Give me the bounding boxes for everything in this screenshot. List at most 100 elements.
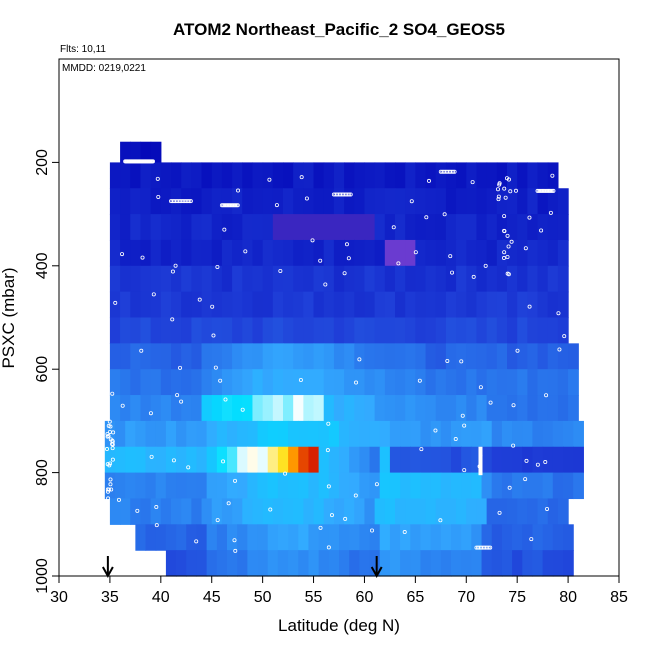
heatmap-cell xyxy=(557,239,569,267)
heatmap-cell xyxy=(476,188,488,215)
heatmap-cell xyxy=(344,343,355,370)
heatmap-cell xyxy=(196,472,208,500)
heatmap-cell xyxy=(196,420,208,448)
track-point xyxy=(178,365,183,370)
track-point xyxy=(556,311,561,316)
heatmap-cell xyxy=(262,265,274,293)
heatmap-cell xyxy=(537,395,549,422)
heatmap-cell xyxy=(283,162,294,189)
heatmap-cell xyxy=(568,343,579,370)
heatmap-cell xyxy=(456,214,467,241)
track-point xyxy=(495,187,500,192)
heatmap-cell xyxy=(237,550,248,577)
heatmap-cell xyxy=(430,550,442,577)
track-point xyxy=(151,292,156,297)
heatmap-cell xyxy=(130,188,142,215)
heatmap-cell xyxy=(461,524,472,551)
heatmap-cell xyxy=(267,446,279,474)
heatmap-cell xyxy=(120,369,131,396)
heatmap-cell xyxy=(415,214,427,241)
heatmap-cell xyxy=(374,317,386,344)
heatmap-cell xyxy=(211,214,223,241)
x-tick-label: 60 xyxy=(356,589,374,606)
heatmap-cell xyxy=(451,550,462,577)
track-point xyxy=(451,169,456,174)
track-point xyxy=(223,203,228,208)
heatmap-cell xyxy=(150,498,162,525)
heatmap-cell xyxy=(456,343,467,370)
heatmap-cell xyxy=(405,317,416,344)
heatmap-cell xyxy=(384,239,396,267)
heatmap-cell xyxy=(354,343,366,370)
heatmap-cell xyxy=(384,265,396,293)
heatmap-cell xyxy=(400,524,411,551)
heatmap-cell xyxy=(384,291,396,319)
heatmap-cell xyxy=(181,162,192,189)
track-point xyxy=(488,545,493,550)
heatmap-cell xyxy=(461,446,472,474)
heatmap-cell xyxy=(476,214,488,241)
heatmap-cell xyxy=(517,498,528,525)
heatmap-cell xyxy=(379,550,391,577)
track-point xyxy=(354,380,359,385)
track-point xyxy=(402,530,407,535)
track-point xyxy=(539,228,544,233)
heatmap-cell xyxy=(267,472,279,500)
x-tick-label: 65 xyxy=(406,589,424,606)
heatmap-cell xyxy=(272,317,284,344)
heatmap-cell xyxy=(512,446,523,474)
track-point xyxy=(537,188,542,193)
heatmap-cell xyxy=(384,162,396,189)
heatmap-cell xyxy=(537,162,549,189)
heatmap-cell xyxy=(277,524,289,551)
heatmap-cell xyxy=(425,214,437,241)
heatmap-cell xyxy=(201,498,213,525)
track-point xyxy=(535,462,540,467)
heatmap-cell xyxy=(176,420,187,448)
heatmap-cell xyxy=(323,343,335,370)
heatmap-cell xyxy=(466,265,478,293)
heatmap-cell xyxy=(221,395,233,422)
heatmap-cell xyxy=(410,524,422,551)
heatmap-cell xyxy=(252,369,264,396)
heatmap-cell xyxy=(415,343,427,370)
track-point xyxy=(505,271,510,276)
heatmap-cell xyxy=(206,472,218,500)
heatmap-cell xyxy=(293,317,304,344)
heatmap-cell xyxy=(201,343,213,370)
track-point xyxy=(108,477,113,482)
track-point xyxy=(374,482,379,487)
heatmap-cell xyxy=(476,317,488,344)
heatmap-cell xyxy=(563,524,574,551)
heatmap-cell xyxy=(262,317,274,344)
heatmap-cell xyxy=(425,498,437,525)
track-point xyxy=(470,180,475,185)
heatmap-cell xyxy=(466,291,478,319)
heatmap-cell xyxy=(440,524,452,551)
heatmap-cell xyxy=(461,420,472,448)
heatmap-cell xyxy=(563,420,574,448)
heatmap-cell xyxy=(120,317,131,344)
heatmap-cell xyxy=(395,498,406,525)
track-point xyxy=(268,507,273,512)
heatmap-cell xyxy=(247,524,259,551)
heatmap-cell xyxy=(435,291,447,319)
y-tick-label: 200 xyxy=(34,149,51,176)
heatmap-cell xyxy=(456,369,467,396)
heatmap-cell xyxy=(237,446,248,474)
heatmap-cell xyxy=(349,472,360,500)
heatmap-cell xyxy=(303,188,315,215)
track-point xyxy=(110,391,115,396)
heatmap-cell xyxy=(120,141,131,169)
heatmap-cell xyxy=(517,239,528,267)
track-point xyxy=(120,252,125,257)
heatmap-cell xyxy=(318,472,330,500)
heatmap-cell xyxy=(557,291,569,319)
heatmap-cell xyxy=(191,317,203,344)
heatmap-cell xyxy=(130,343,142,370)
heatmap-cell xyxy=(359,524,371,551)
heatmap-cell xyxy=(252,265,264,293)
heatmap-cell xyxy=(323,265,335,293)
heatmap-cell xyxy=(405,214,416,241)
